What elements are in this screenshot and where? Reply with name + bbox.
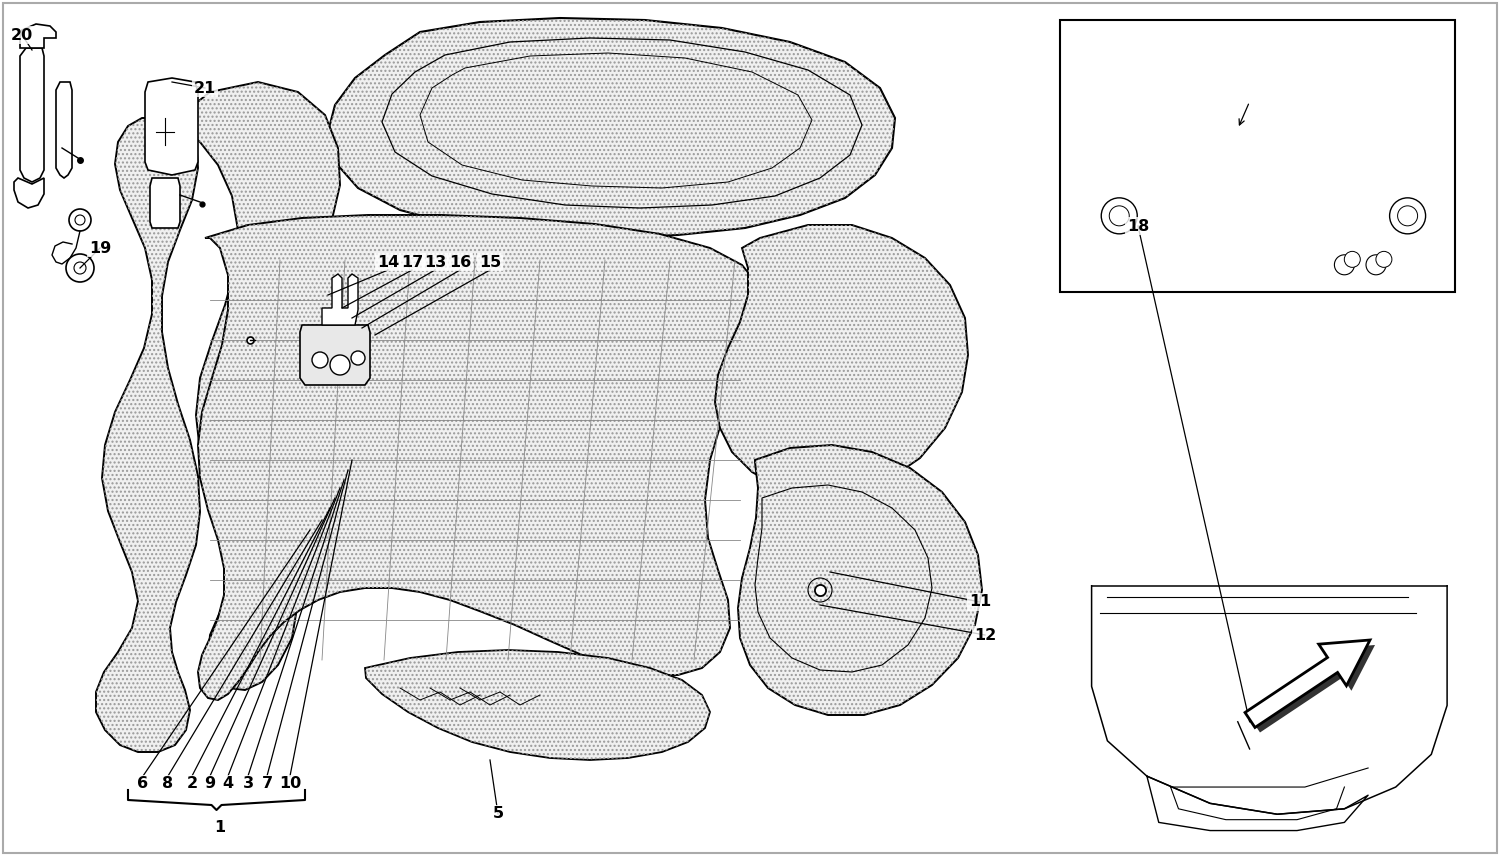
Text: 6: 6 — [138, 776, 148, 792]
Text: 12: 12 — [974, 627, 996, 643]
Text: 7: 7 — [261, 776, 273, 792]
Polygon shape — [198, 215, 760, 700]
Text: 15: 15 — [478, 254, 501, 270]
Polygon shape — [150, 178, 180, 228]
Polygon shape — [322, 274, 358, 325]
Polygon shape — [738, 445, 982, 715]
Polygon shape — [13, 178, 44, 208]
Text: 20: 20 — [10, 27, 33, 43]
Text: 17: 17 — [400, 254, 423, 270]
Circle shape — [1101, 198, 1137, 234]
Circle shape — [1335, 255, 1354, 275]
Text: 16: 16 — [448, 254, 471, 270]
Circle shape — [1398, 205, 1417, 226]
Circle shape — [1344, 252, 1360, 267]
Polygon shape — [20, 24, 56, 48]
Circle shape — [69, 209, 92, 231]
Text: 13: 13 — [424, 254, 445, 270]
FancyArrow shape — [1250, 645, 1376, 733]
Circle shape — [1389, 198, 1425, 234]
Circle shape — [330, 355, 350, 375]
Text: 4: 4 — [222, 776, 234, 792]
Polygon shape — [146, 78, 198, 175]
Polygon shape — [364, 650, 710, 760]
FancyArrow shape — [1245, 640, 1370, 728]
Text: 10: 10 — [279, 776, 302, 792]
Text: 9: 9 — [204, 776, 216, 792]
Text: 5: 5 — [492, 806, 504, 822]
Polygon shape — [20, 48, 44, 182]
Circle shape — [66, 254, 94, 282]
Polygon shape — [96, 82, 340, 752]
Circle shape — [1376, 252, 1392, 267]
Circle shape — [1366, 255, 1386, 275]
Text: 18: 18 — [1126, 218, 1149, 234]
Polygon shape — [300, 325, 370, 385]
Text: 8: 8 — [162, 776, 174, 792]
Text: 3: 3 — [243, 776, 254, 792]
Circle shape — [1108, 205, 1130, 226]
Circle shape — [74, 262, 86, 274]
Bar — [1060, 20, 1455, 292]
Text: 21: 21 — [194, 80, 216, 96]
Circle shape — [75, 215, 86, 225]
Text: 11: 11 — [969, 595, 992, 609]
Text: 19: 19 — [88, 241, 111, 255]
Polygon shape — [328, 18, 896, 238]
Polygon shape — [56, 82, 72, 178]
Circle shape — [312, 352, 328, 368]
Text: 2: 2 — [186, 776, 198, 792]
Polygon shape — [716, 225, 968, 495]
Circle shape — [351, 351, 364, 365]
Text: 1: 1 — [214, 821, 225, 835]
Text: 14: 14 — [376, 254, 399, 270]
